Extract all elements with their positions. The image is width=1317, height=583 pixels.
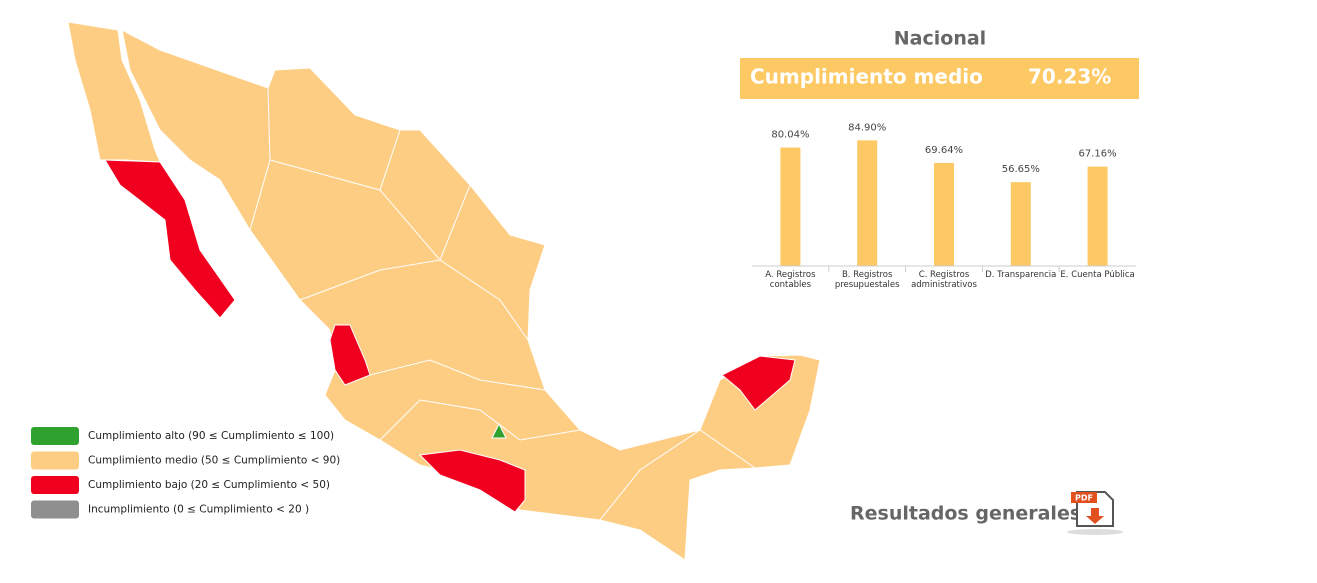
- bar: [1010, 182, 1031, 266]
- icon-shadow: [1067, 529, 1123, 535]
- summary-box: [740, 58, 1139, 99]
- x-tick-label: D. Transparencia: [985, 270, 1057, 280]
- state: [721, 355, 796, 411]
- state: [329, 324, 371, 386]
- x-tick-label-box: E. Cuenta Pública: [1060, 270, 1135, 280]
- summary-value: 70.23%: [1028, 65, 1111, 89]
- x-tick-label: A. Registros contables: [765, 270, 816, 290]
- x-tick-label-box: B. Registros presupuestales: [834, 270, 900, 290]
- x-tick-label: E. Cuenta Pública: [1060, 270, 1135, 280]
- legend-swatch: [31, 427, 79, 445]
- icon-text: PDF: [1075, 494, 1093, 503]
- value-label: 84.90%: [848, 122, 886, 133]
- border: [369, 359, 546, 391]
- state: [104, 159, 236, 319]
- bar: [857, 140, 878, 266]
- x-tick-label: C. Registros administrativos: [911, 270, 977, 290]
- bar: [934, 162, 954, 266]
- legend-swatch: [31, 451, 79, 470]
- icon-arrow: [1086, 508, 1104, 524]
- state: [491, 422, 507, 439]
- x-tick-label-box: C. Registros administrativos: [911, 270, 977, 290]
- results-link[interactable]: Resultados generales: [850, 503, 1081, 525]
- pdf-icon[interactable]: PDF: [1067, 491, 1123, 535]
- legend-label: Cumplimiento alto (90 ≤ Cumplimiento ≤ 1…: [88, 430, 334, 442]
- legend-label: Cumplimiento bajo (20 ≤ Cumplimiento < 5…: [88, 479, 330, 491]
- icon-tag: [1071, 492, 1097, 503]
- legend-swatch: [31, 476, 79, 494]
- summary-label: Cumplimiento medio: [750, 65, 983, 89]
- x-tick-label-box: D. Transparencia: [985, 270, 1057, 280]
- map: [67, 21, 821, 561]
- legend-label: Cumplimiento medio (50 ≤ Cumplimiento < …: [88, 455, 340, 467]
- border: [299, 259, 529, 341]
- border: [379, 399, 581, 441]
- legend-label: Incumplimiento (0 ≤ Cumplimiento < 20 ): [88, 504, 309, 516]
- x-tick-label-box: A. Registros contables: [765, 270, 816, 290]
- legend: Cumplimiento alto (90 ≤ Cumplimiento ≤ 1…: [31, 427, 340, 519]
- bar-chart: 80.04% A. Registros contables 84.90% B. Reg…: [752, 122, 1136, 290]
- bar: [780, 147, 801, 266]
- border: [599, 429, 756, 521]
- state: [418, 449, 526, 513]
- value-label: 56.65%: [1002, 164, 1040, 175]
- title: Nacional: [894, 28, 986, 50]
- bar: [1087, 166, 1108, 266]
- legend-swatch: [31, 500, 79, 519]
- value-label: 80.04%: [771, 130, 809, 141]
- value-label: 67.16%: [1079, 149, 1117, 160]
- x-tick-label: B. Registros presupuestales: [834, 270, 900, 290]
- value-label: 69.64%: [925, 145, 963, 156]
